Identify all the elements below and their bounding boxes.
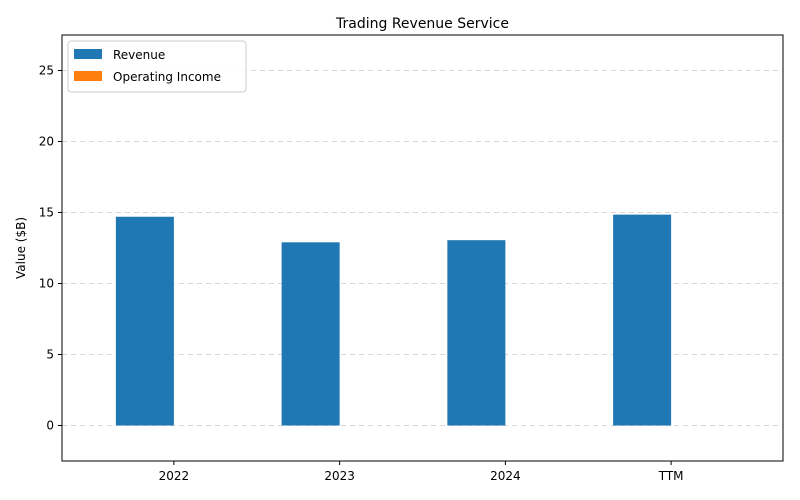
- y-axis-label: Value ($B): [14, 217, 28, 279]
- bar-revenue-ttm: [613, 214, 672, 426]
- bar-revenue-2023: [281, 242, 340, 426]
- legend-swatch-operating-income: [74, 71, 102, 81]
- x-tick-label: 2022: [159, 469, 190, 483]
- legend-box: [67, 40, 247, 93]
- tick-layer: 0 5 10 15 20 25 2022 2023 2024 TTM: [39, 64, 684, 484]
- y-tick-label: 25: [39, 64, 54, 78]
- bar-layer: [115, 214, 672, 426]
- x-tick-label: 2024: [490, 469, 521, 483]
- legend-label-operating-income: Operating Income: [113, 70, 221, 84]
- y-tick-label: 5: [46, 348, 54, 362]
- chart-title: Trading Revenue Service: [335, 16, 509, 32]
- legend: Revenue Operating Income: [67, 40, 247, 93]
- x-tick-label: 2023: [324, 469, 355, 483]
- bar-revenue-2024: [447, 240, 506, 426]
- y-tick-label: 10: [39, 277, 54, 291]
- y-tick-label: 15: [39, 206, 54, 220]
- legend-swatch-revenue: [74, 49, 102, 59]
- bar-revenue-2022: [115, 216, 174, 426]
- y-tick-label: 0: [46, 419, 54, 433]
- y-tick-label: 20: [39, 135, 54, 149]
- plot-frame: [61, 34, 784, 462]
- x-tick-label: TTM: [658, 469, 684, 483]
- legend-label-revenue: Revenue: [113, 48, 165, 62]
